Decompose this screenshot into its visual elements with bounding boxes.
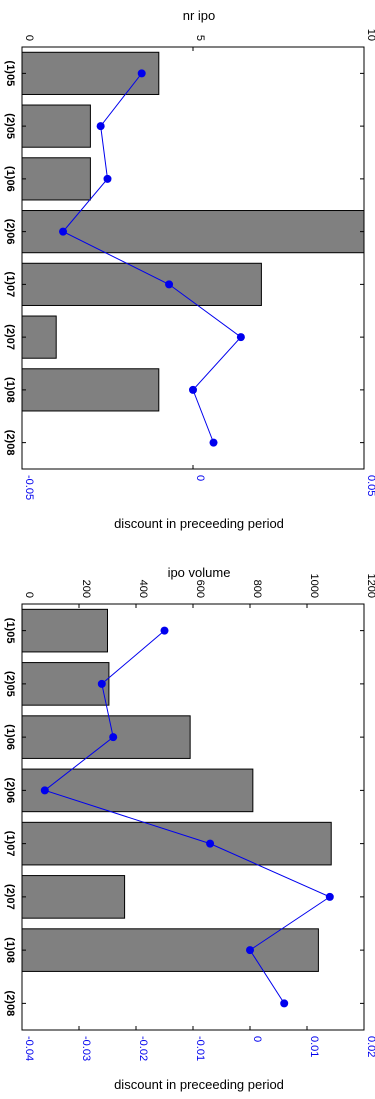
bar: [21, 928, 319, 972]
bar: [21, 875, 126, 919]
bar: [21, 368, 160, 412]
line-point: [97, 679, 106, 688]
bar: [21, 821, 332, 866]
category-label: (2)06: [4, 219, 16, 245]
bar: [21, 262, 262, 306]
category-label: (1)06: [4, 724, 16, 750]
bar: [21, 662, 110, 706]
category-label: (2)07: [4, 884, 16, 910]
category-label: (1)08: [4, 377, 16, 403]
bar-axis-tick-label: 0: [23, 35, 35, 41]
line-point: [246, 946, 254, 955]
line-point: [165, 280, 174, 289]
line-point: [96, 122, 105, 131]
bar-axis-label: ipo volume: [168, 565, 231, 580]
bar-axis-tick-label: 0: [23, 592, 35, 598]
bar-axis-label: nr ipo: [183, 8, 216, 23]
category-label: (2)06: [4, 778, 16, 804]
line-point: [59, 227, 68, 236]
bar: [21, 608, 108, 653]
category-label: (1)06: [4, 166, 16, 192]
category-label: (2)05: [4, 671, 16, 697]
line-point: [189, 385, 197, 394]
line-axis-tick-label: -0.03: [80, 1036, 92, 1061]
bar-axis-tick-label: 400: [137, 580, 149, 598]
line-series: [43, 630, 331, 1004]
line-point: [160, 626, 169, 635]
line-point: [103, 174, 112, 183]
line-point: [236, 333, 245, 342]
bar: [21, 768, 254, 813]
bar: [21, 51, 160, 95]
line-point: [40, 786, 49, 795]
category-label: (2)07: [4, 324, 16, 350]
line-axis-tick-label: -0.01: [194, 1036, 206, 1061]
category-label: (2)08: [4, 991, 16, 1017]
line-point: [206, 839, 215, 848]
line-axis-tick-label: 0: [251, 1036, 263, 1042]
bar: [21, 104, 91, 148]
line-axis-tick-label: -0.05: [23, 475, 35, 500]
bar-axis-tick-label: 10: [365, 29, 375, 41]
bar: [21, 157, 91, 201]
line-axis-tick-label: 0: [194, 475, 206, 481]
line-point: [209, 438, 218, 447]
line-series: [62, 73, 242, 443]
bar-axis-tick-label: 200: [80, 580, 92, 598]
bar-axis-tick-label: 1200: [365, 574, 375, 598]
line-point: [109, 733, 118, 742]
bar-axis-tick-label: 800: [251, 580, 263, 598]
category-label: (2)08: [4, 430, 16, 456]
category-label: (1)07: [4, 272, 16, 298]
category-label: (1)05: [4, 61, 16, 87]
bar: [21, 315, 57, 359]
line-axis-tick-label: 0.05: [365, 475, 375, 496]
bar-axis-tick-label: 5: [194, 35, 206, 41]
line-axis-label: discount in preceeding period: [114, 516, 284, 531]
line-axis-tick-label: 0.01: [308, 1036, 320, 1057]
bar: [21, 210, 365, 254]
category-label: (1)08: [4, 937, 16, 963]
bar-axis-tick-label: 600: [194, 580, 206, 598]
line-axis-label: discount in preceeding period: [114, 1077, 284, 1092]
category-label: (1)07: [4, 831, 16, 857]
line-axis-tick-label: 0.02: [365, 1036, 375, 1057]
bar: [21, 715, 191, 759]
category-label: (2)05: [4, 113, 16, 139]
line-point: [325, 892, 334, 901]
line-axis-tick-label: -0.02: [137, 1036, 149, 1061]
line-point: [137, 69, 146, 78]
line-axis-tick-label: -0.04: [23, 1036, 35, 1061]
category-label: (1)05: [4, 618, 16, 644]
line-point: [280, 999, 289, 1008]
bar-axis-tick-label: 1000: [308, 574, 320, 598]
